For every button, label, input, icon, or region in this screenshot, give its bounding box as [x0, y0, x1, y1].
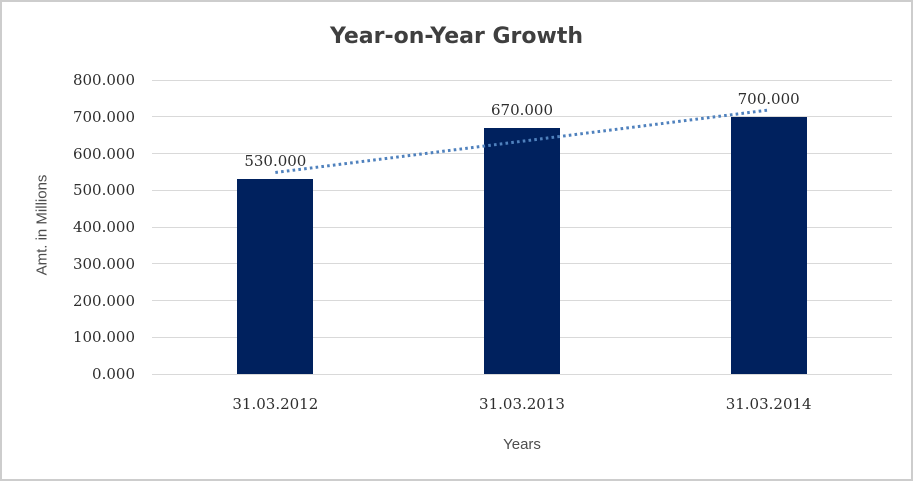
y-tick-label: 800.000 — [72, 71, 135, 89]
bar-value-label: 530.000 — [244, 152, 307, 171]
bar-31.03.2014 — [730, 116, 807, 374]
x-tick-label: 31.03.2012 — [232, 395, 319, 413]
y-tick-label: 600.000 — [72, 144, 135, 163]
y-tick-label: 500.000 — [72, 181, 135, 200]
x-axis-title: Years — [503, 436, 541, 453]
bar-31.03.2012 — [237, 179, 314, 374]
chart-title: Year-on-Year Growth — [329, 24, 584, 49]
trendline — [275, 108, 769, 174]
y-tick-label: 700.000 — [72, 107, 135, 126]
x-tick-label: 31.03.2014 — [725, 395, 812, 413]
gridline — [152, 116, 892, 118]
y-tick-label: 100.000 — [72, 328, 135, 347]
y-tick-label: 400.000 — [72, 218, 135, 236]
y-tick-label: 300.000 — [72, 254, 135, 273]
y-tick-label: 0.000 — [92, 365, 135, 383]
x-tick-label: 31.03.2013 — [479, 395, 565, 413]
plot-area: 530.000 670.000 700.000 — [152, 79, 892, 375]
gridline — [152, 79, 892, 81]
bar-value-label: 670.000 — [490, 100, 554, 119]
bar-31.03.2013 — [484, 127, 560, 374]
gridline — [152, 373, 892, 375]
bar-value-label: 700.000 — [737, 89, 800, 108]
y-tick-label: 200.000 — [72, 291, 135, 310]
